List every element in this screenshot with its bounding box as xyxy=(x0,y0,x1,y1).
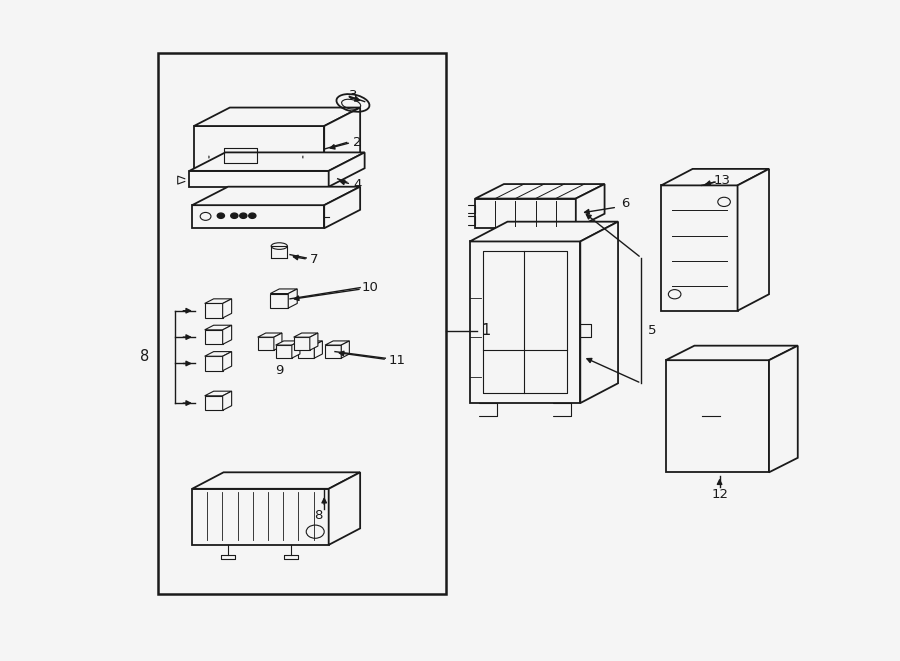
Polygon shape xyxy=(192,205,324,228)
Polygon shape xyxy=(325,341,349,345)
Polygon shape xyxy=(194,108,360,126)
Polygon shape xyxy=(204,352,231,356)
Polygon shape xyxy=(204,325,231,330)
Polygon shape xyxy=(204,396,222,410)
Polygon shape xyxy=(325,345,341,358)
Polygon shape xyxy=(317,473,338,477)
Polygon shape xyxy=(288,289,297,308)
Polygon shape xyxy=(270,293,288,308)
Polygon shape xyxy=(204,303,222,318)
Polygon shape xyxy=(189,153,364,171)
Text: 6: 6 xyxy=(621,197,629,210)
Polygon shape xyxy=(192,488,328,545)
Polygon shape xyxy=(275,345,292,358)
Polygon shape xyxy=(317,486,338,490)
Polygon shape xyxy=(222,299,231,318)
Polygon shape xyxy=(328,153,364,186)
Polygon shape xyxy=(222,352,231,371)
Polygon shape xyxy=(204,391,231,396)
Text: 3: 3 xyxy=(349,89,358,102)
Text: 13: 13 xyxy=(714,174,730,186)
Polygon shape xyxy=(204,330,222,344)
Text: 5: 5 xyxy=(648,324,656,337)
Text: 7: 7 xyxy=(310,253,319,266)
Polygon shape xyxy=(576,184,605,228)
Polygon shape xyxy=(769,346,797,473)
Text: 10: 10 xyxy=(362,281,379,294)
Polygon shape xyxy=(470,241,580,403)
Polygon shape xyxy=(666,360,769,473)
Circle shape xyxy=(230,213,238,218)
Polygon shape xyxy=(470,221,618,241)
Polygon shape xyxy=(222,325,231,344)
Polygon shape xyxy=(222,391,231,410)
Polygon shape xyxy=(328,473,360,545)
Bar xyxy=(158,54,446,594)
Polygon shape xyxy=(298,341,322,345)
Polygon shape xyxy=(475,184,605,198)
Polygon shape xyxy=(317,490,331,501)
Polygon shape xyxy=(331,486,338,501)
Polygon shape xyxy=(738,169,769,311)
Polygon shape xyxy=(324,108,360,173)
Polygon shape xyxy=(192,186,360,205)
Polygon shape xyxy=(331,473,338,488)
Text: 8: 8 xyxy=(140,350,149,364)
Polygon shape xyxy=(293,337,310,350)
Text: 9: 9 xyxy=(275,364,284,377)
Circle shape xyxy=(239,213,247,218)
Polygon shape xyxy=(666,346,797,360)
Text: 4: 4 xyxy=(353,178,361,190)
Polygon shape xyxy=(189,171,328,186)
Polygon shape xyxy=(310,333,318,350)
Polygon shape xyxy=(270,289,297,293)
Polygon shape xyxy=(257,337,274,350)
Polygon shape xyxy=(293,333,318,337)
Polygon shape xyxy=(204,356,222,371)
Polygon shape xyxy=(204,299,231,303)
Text: 12: 12 xyxy=(711,488,728,500)
Polygon shape xyxy=(475,198,576,228)
Polygon shape xyxy=(292,341,300,358)
Polygon shape xyxy=(580,221,618,403)
Text: 2: 2 xyxy=(353,136,362,149)
Polygon shape xyxy=(274,333,282,350)
Text: 11: 11 xyxy=(389,354,406,367)
Polygon shape xyxy=(275,341,300,345)
Polygon shape xyxy=(317,477,331,488)
Polygon shape xyxy=(192,473,360,488)
Polygon shape xyxy=(341,341,349,358)
Polygon shape xyxy=(314,341,322,358)
Text: 8: 8 xyxy=(314,509,322,522)
Polygon shape xyxy=(662,169,769,185)
Polygon shape xyxy=(662,185,738,311)
Polygon shape xyxy=(324,186,360,228)
Polygon shape xyxy=(298,345,314,358)
Circle shape xyxy=(217,213,224,218)
Polygon shape xyxy=(257,333,282,337)
Circle shape xyxy=(248,213,256,218)
Polygon shape xyxy=(194,126,324,173)
Text: 1: 1 xyxy=(482,323,490,338)
